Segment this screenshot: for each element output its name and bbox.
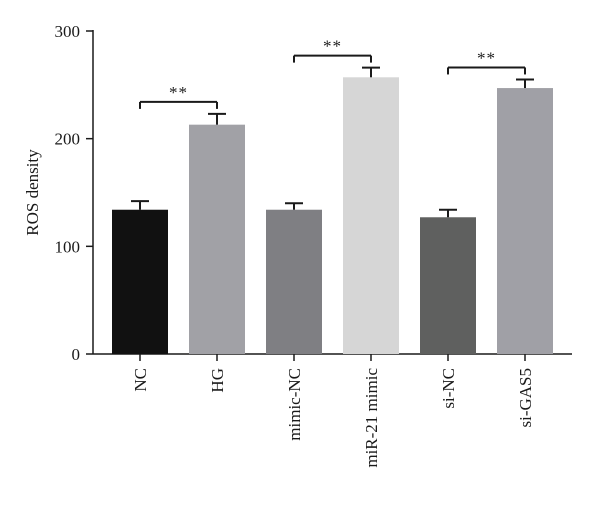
bar-si-nc: [420, 217, 476, 354]
significance-label: **: [169, 83, 188, 102]
y-axis-label: ROS density: [23, 149, 42, 236]
bar-mimic-nc: [266, 209, 322, 354]
x-tick-label: HG: [208, 368, 227, 393]
significance-label: **: [477, 48, 496, 67]
bar-mir-21-mimic: [343, 77, 399, 355]
bar-si-gas5: [497, 88, 553, 355]
y-tick-label: 200: [55, 130, 81, 149]
significance-label: **: [323, 37, 342, 56]
x-tick-label: miR-21 mimic: [362, 368, 381, 468]
y-tick-label: 300: [55, 22, 81, 41]
x-tick-label: NC: [131, 368, 150, 392]
bar-nc: [112, 209, 168, 354]
x-tick-label: si-NC: [439, 368, 458, 409]
y-tick-label: 0: [72, 345, 81, 364]
y-tick-label: 100: [55, 237, 81, 256]
bar-hg: [189, 124, 245, 354]
x-tick-label: si-GAS5: [516, 368, 535, 428]
x-tick-label: mimic-NC: [285, 368, 304, 441]
